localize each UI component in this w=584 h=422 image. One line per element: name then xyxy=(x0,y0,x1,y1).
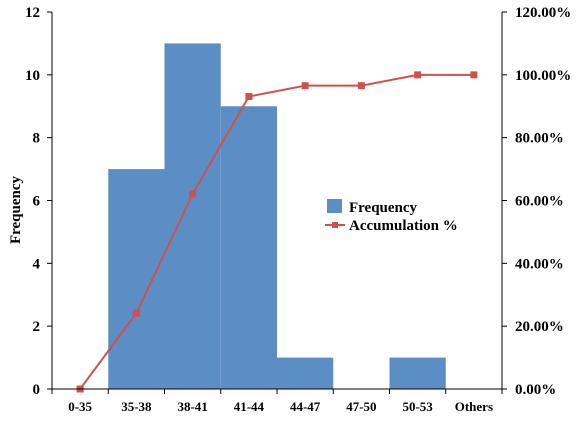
x-tick-label-0-35: 0-35 xyxy=(68,399,92,414)
y-tick-label-0: 0 xyxy=(33,382,41,398)
y-axis-title: Frequency xyxy=(8,175,24,244)
bar-35-38 xyxy=(108,169,165,389)
legend-frequency-swatch xyxy=(327,199,342,213)
x-tick-label-Others: Others xyxy=(455,399,493,414)
x-tick-label-35-38: 35-38 xyxy=(121,399,152,414)
bar-41-44 xyxy=(220,106,277,389)
y-tick-label-4: 4 xyxy=(33,256,41,272)
y2-tick-label-4: 80.00% xyxy=(515,131,564,147)
x-tick-label-41-44: 41-44 xyxy=(234,399,265,414)
y-tick-label-2: 2 xyxy=(33,319,41,335)
y-tick-label-12: 12 xyxy=(25,5,40,21)
x-tick-label-44-47: 44-47 xyxy=(290,399,321,414)
y2-tick-label-3: 60.00% xyxy=(515,194,564,210)
y-tick-label-6: 6 xyxy=(33,194,41,210)
legend: Frequency Accumulation % xyxy=(325,199,458,234)
x-tick-label-38-41: 38-41 xyxy=(177,399,207,414)
bar-44-47 xyxy=(277,357,334,389)
accumulation-point-35-38 xyxy=(132,309,140,317)
x-tick-label-47-50: 47-50 xyxy=(346,399,376,414)
x-tick-label-50-53: 50-53 xyxy=(402,399,433,414)
legend-accumulation-label: Accumulation % xyxy=(349,218,458,234)
y2-tick-label-6: 120.00% xyxy=(515,5,571,21)
ticks-layer: 0246810120.00%20.00%40.00%60.00%80.00%10… xyxy=(25,5,571,414)
accumulation-point-38-41 xyxy=(189,190,197,198)
bar-38-41 xyxy=(164,43,221,390)
y2-tick-label-2: 40.00% xyxy=(515,256,564,272)
bars-layer xyxy=(108,43,446,390)
y-tick-label-10: 10 xyxy=(25,68,40,84)
accumulation-point-41-44 xyxy=(245,93,253,101)
y-tick-label-8: 8 xyxy=(33,131,41,147)
accumulation-point-47-50 xyxy=(357,82,365,90)
legend-accumulation-marker xyxy=(332,222,338,228)
accumulation-line xyxy=(79,73,474,390)
bar-50-53 xyxy=(389,357,446,389)
accumulation-point-44-47 xyxy=(301,82,309,90)
accumulation-point-50-53 xyxy=(414,71,422,79)
legend-frequency-label: Frequency xyxy=(349,200,418,216)
y2-tick-label-1: 20.00% xyxy=(515,319,564,335)
y2-tick-label-5: 100.00% xyxy=(515,68,571,84)
accumulation-point-Others xyxy=(470,71,478,79)
y2-tick-label-0: 0.00% xyxy=(515,382,556,398)
